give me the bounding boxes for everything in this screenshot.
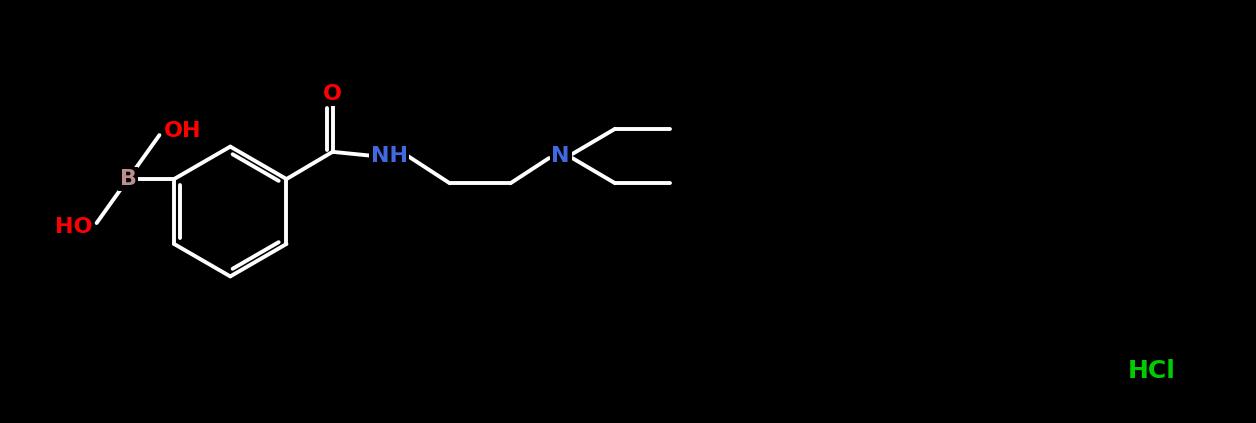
Text: NH: NH (371, 146, 407, 166)
Text: HO: HO (55, 217, 93, 237)
Text: OH: OH (163, 121, 201, 141)
Text: HCl: HCl (1128, 359, 1176, 382)
Text: N: N (551, 146, 570, 166)
Text: B: B (119, 169, 137, 189)
Text: O: O (323, 84, 342, 104)
